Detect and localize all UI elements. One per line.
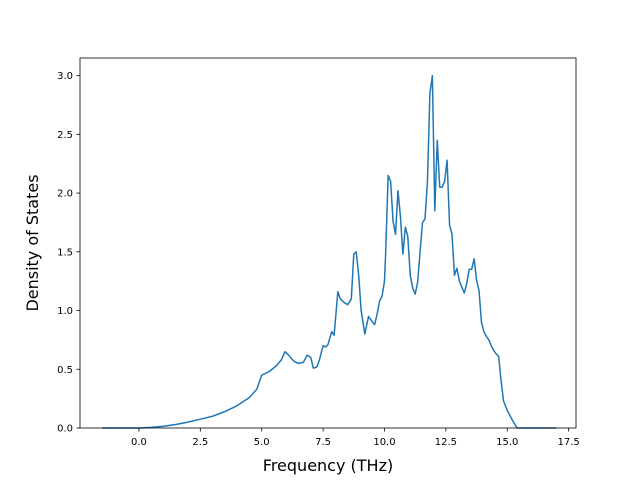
data-layer [102, 74, 557, 429]
x-tick-label: 12.5 [435, 437, 457, 448]
x-tick-label: 5.0 [254, 437, 270, 448]
x-axis-ticks: 0.0 2.5 5.0 7.5 10.0 12.5 15.0 17.5 [131, 428, 580, 448]
x-tick-label: 15.0 [496, 437, 518, 448]
x-tick-label: 10.0 [373, 437, 395, 448]
plot-area [80, 58, 576, 428]
y-tick-label: 1.5 [57, 247, 73, 258]
x-tick-label: 17.5 [558, 437, 580, 448]
y-axis-label: Density of States [23, 174, 42, 311]
y-axis-ticks: 0.0 0.5 1.0 1.5 2.0 2.5 3.0 [57, 71, 80, 435]
x-tick-label: 2.5 [192, 437, 208, 448]
axes-frame [79, 57, 577, 429]
dos-series-line [102, 74, 557, 429]
x-axis-label: Frequency (THz) [263, 456, 393, 475]
x-tick-label: 7.5 [315, 437, 331, 448]
y-tick-label: 0.0 [57, 424, 73, 435]
y-tick-label: 0.5 [57, 365, 73, 376]
y-tick-label: 2.0 [57, 189, 73, 200]
y-tick-label: 2.5 [57, 130, 73, 141]
y-tick-label: 3.0 [57, 71, 73, 82]
x-tick-label: 0.0 [131, 437, 147, 448]
y-tick-label: 1.0 [57, 306, 73, 317]
